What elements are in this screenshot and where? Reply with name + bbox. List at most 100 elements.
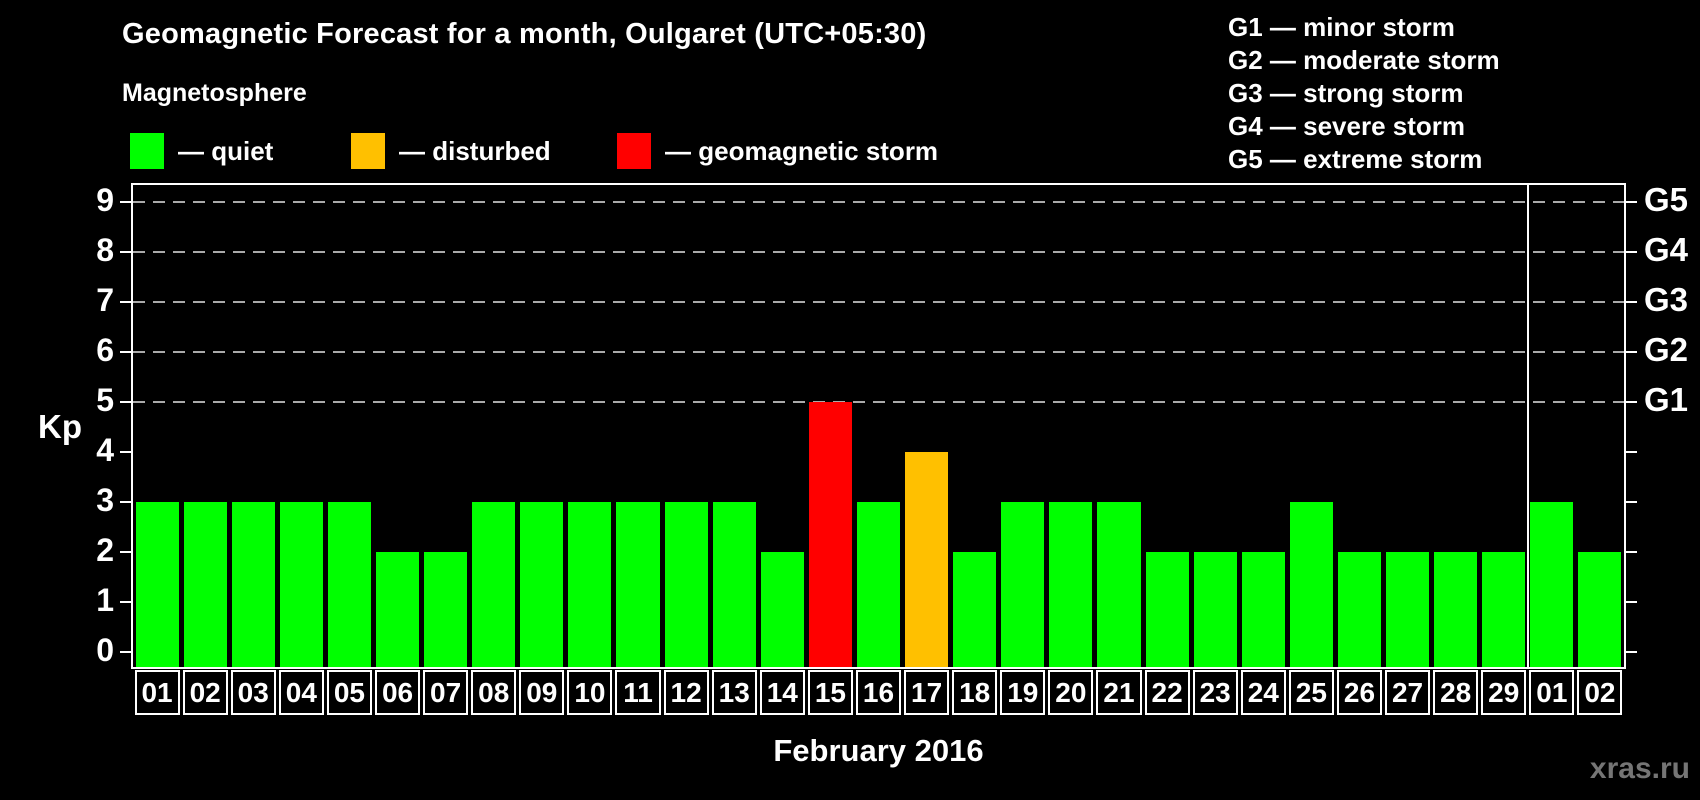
gridline-kp9: [133, 201, 1624, 203]
day-label-feb-15: 15: [807, 670, 853, 715]
day-label-feb-05: 05: [326, 670, 372, 715]
legend-item-label: — quiet: [178, 135, 274, 166]
x-axis-title: February 2016: [773, 733, 984, 768]
y-axis-label-7: 7: [96, 282, 114, 318]
bar-day-06-kp2: [375, 552, 420, 667]
bar-day-17-kp4: [905, 452, 949, 667]
day-label-feb-16: 16: [855, 670, 902, 715]
bar-day-04-kp3: [279, 502, 323, 667]
y-axis-tick-right-2: [1626, 551, 1637, 553]
chart-title: Geomagnetic Forecast for a month, Oulgar…: [122, 18, 927, 50]
y-axis-tick-right-3: [1626, 501, 1637, 503]
bar-day-01-kp3: [135, 502, 179, 667]
day-label-feb-23: 23: [1192, 670, 1238, 715]
day-label-feb-28: 28: [1433, 670, 1479, 715]
storm-scale-row-g4: G4 — severe storm: [1228, 111, 1466, 141]
y-axis-title: Kp: [38, 408, 82, 445]
day-label-feb-14: 14: [759, 670, 805, 715]
day-label-feb-08: 08: [471, 670, 517, 715]
y-axis-label-9: 9: [96, 182, 114, 218]
gridline-kp8: [133, 251, 1624, 253]
y-axis-tick-right-0: [1626, 651, 1637, 653]
day-label-feb-29: 29: [1481, 670, 1527, 715]
quiet-swatch-icon: [130, 133, 164, 169]
day-label-feb-09: 09: [519, 670, 565, 715]
day-label-feb-13: 13: [711, 670, 757, 715]
day-label-mar-02: 02: [1577, 670, 1623, 715]
bar-day-28-kp2: [1434, 552, 1478, 667]
day-label-feb-21: 21: [1096, 670, 1142, 715]
y-axis-tick-left-6: [120, 351, 131, 353]
day-label-feb-25: 25: [1288, 670, 1334, 715]
y-axis-tick-right-4: [1626, 451, 1637, 453]
day-label-feb-26: 26: [1336, 670, 1382, 715]
bar-day-03-kp3: [231, 502, 275, 667]
bar-day-27-kp2: [1386, 552, 1430, 667]
bar-day-09-kp3: [520, 502, 564, 667]
gridline-kp6: [133, 351, 1624, 353]
month-separator-line: [1526, 185, 1529, 667]
right-axis-label-g4: G4: [1644, 231, 1689, 268]
y-axis-label-0: 0: [96, 632, 114, 668]
bar-day-29-kp2: [1482, 552, 1526, 667]
bar-day-15-kp5: [808, 402, 852, 667]
bar-day-21-kp3: [1097, 502, 1141, 667]
bar-day-07-kp2: [424, 552, 468, 667]
y-axis-label-4: 4: [96, 432, 114, 468]
bar-day-02-kp3: [183, 502, 227, 667]
bar-day-11-kp3: [616, 502, 660, 667]
y-axis-tick-right-7: [1626, 301, 1637, 303]
y-axis-tick-left-1: [120, 601, 131, 603]
day-label-feb-18: 18: [952, 670, 998, 715]
legend-item-quiet: — quiet: [130, 132, 273, 170]
y-axis-tick-left-3: [120, 501, 131, 503]
storm-scale-legend: G1 — minor storm G2 — moderate storm G3 — …: [1228, 11, 1500, 176]
y-axis-tick-left-8: [120, 251, 131, 253]
y-axis-label-5: 5: [96, 382, 114, 418]
storm-scale-row-g3: G3 — strong storm: [1228, 78, 1464, 108]
day-label-feb-17: 17: [904, 670, 950, 715]
day-label-feb-20: 20: [1048, 670, 1094, 715]
bar-day-10-kp3: [568, 502, 612, 667]
y-axis-tick-right-6: [1626, 351, 1637, 353]
bar-day-13-kp3: [712, 502, 756, 667]
plot-area: [131, 183, 1626, 669]
y-axis-label-1: 1: [96, 582, 114, 618]
right-axis-label-g1: G1: [1644, 381, 1689, 418]
storm-swatch-icon: [617, 133, 651, 169]
magnetosphere-label: Magnetosphere: [122, 79, 307, 107]
day-label-feb-04: 04: [278, 670, 324, 715]
legend-item-storm: — geomagnetic storm: [617, 132, 938, 170]
day-label-feb-01: 01: [134, 670, 180, 715]
day-label-feb-03: 03: [230, 670, 276, 715]
day-label-feb-10: 10: [567, 670, 613, 715]
bar-day-02-kp2: [1578, 552, 1622, 667]
day-label-feb-02: 02: [182, 670, 228, 715]
day-label-mar-01: 01: [1529, 670, 1575, 715]
gridline-kp7: [133, 301, 1624, 303]
bar-day-01-kp3: [1530, 502, 1574, 667]
bar-day-23-kp2: [1193, 552, 1237, 667]
y-axis-label-8: 8: [96, 232, 114, 268]
y-axis-tick-left-4: [120, 451, 131, 453]
bar-day-08-kp3: [472, 502, 516, 667]
day-label-feb-22: 22: [1144, 670, 1190, 715]
bar-day-24-kp2: [1241, 552, 1285, 667]
day-label-feb-27: 27: [1385, 670, 1431, 715]
bar-day-16-kp3: [856, 502, 901, 667]
bar-day-25-kp3: [1289, 502, 1333, 667]
legend-item-label: — disturbed: [399, 135, 551, 166]
day-label-feb-24: 24: [1240, 670, 1286, 715]
bar-day-22-kp2: [1145, 552, 1189, 667]
watermark: xras.ru: [1589, 752, 1690, 785]
y-axis-tick-left-2: [120, 551, 131, 553]
y-axis-tick-left-0: [120, 651, 131, 653]
bar-day-14-kp2: [760, 552, 804, 667]
bar-day-19-kp3: [1001, 502, 1045, 667]
disturbed-swatch-icon: [351, 133, 385, 169]
y-axis-tick-left-5: [120, 401, 131, 403]
y-axis-tick-left-7: [120, 301, 131, 303]
right-axis-label-g5: G5: [1644, 181, 1689, 218]
day-label-feb-06: 06: [374, 670, 421, 715]
